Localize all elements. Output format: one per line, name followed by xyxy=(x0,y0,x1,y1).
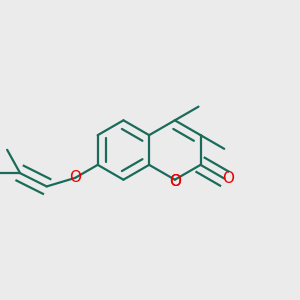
Text: O: O xyxy=(169,174,181,189)
Text: O: O xyxy=(222,171,234,186)
Text: O: O xyxy=(169,174,181,189)
Text: O: O xyxy=(69,170,81,185)
